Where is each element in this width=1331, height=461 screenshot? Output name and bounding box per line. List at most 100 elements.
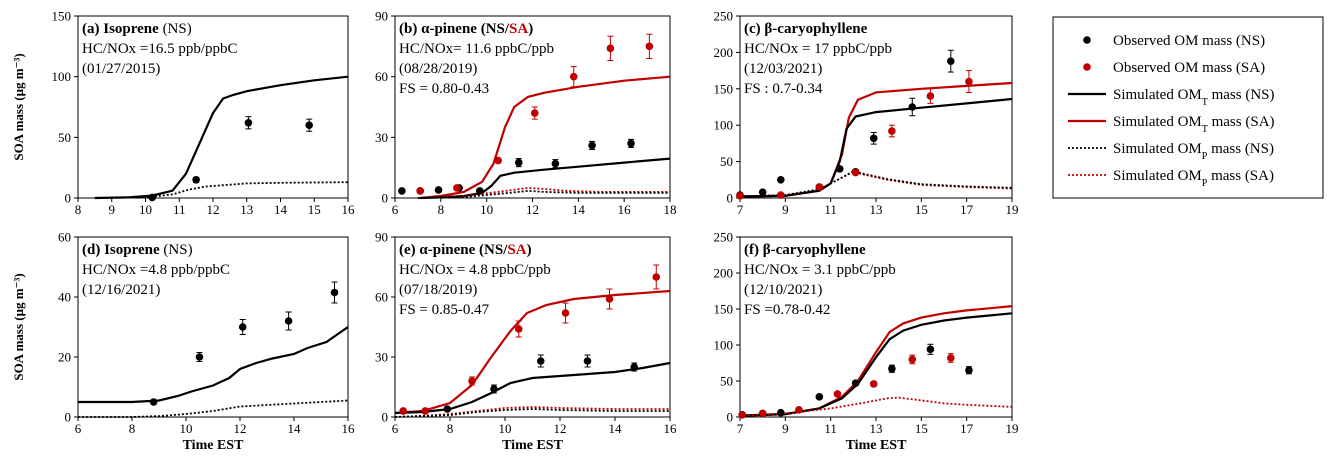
x-tick-label: 10 — [499, 421, 512, 436]
legend-label-main: Observed OM mass (SA) — [1113, 60, 1265, 76]
x-tick-label: 8 — [129, 421, 136, 436]
panel-title-part: (d) Isoprene — [82, 242, 160, 258]
observed-point — [399, 407, 408, 415]
x-tick-label: 16 — [618, 202, 632, 217]
observed-point — [777, 176, 785, 184]
panel-title-part: (b) α-pinene (NS/ — [399, 21, 510, 37]
observed-point — [908, 355, 917, 364]
simulated-total-line — [394, 361, 671, 415]
panel-annotation: FS : 0.7-0.34 — [744, 81, 823, 97]
observed-point — [926, 345, 935, 354]
observed-point — [627, 139, 635, 148]
x-tick-label: 17 — [960, 202, 974, 217]
legend-label-tail: mass (SA) — [1207, 168, 1274, 184]
x-tick-label: 10 — [180, 421, 193, 436]
x-tick-label: 6 — [75, 421, 82, 436]
panel-annotation: HC/NOx =16.5 ppb/ppbC — [82, 41, 238, 57]
simulated-particle-line — [78, 399, 349, 418]
observed-point — [758, 409, 767, 418]
simulated-total-line — [420, 75, 671, 200]
observed-point — [514, 158, 523, 167]
observed-point — [416, 187, 425, 195]
legend-label-sub: P — [1202, 178, 1208, 189]
observed-point — [443, 405, 452, 413]
simulated-total-line — [739, 312, 1013, 417]
legend-label-sub: P — [1202, 151, 1208, 162]
observed-point — [851, 379, 860, 387]
x-tick-label: 6 — [392, 202, 399, 217]
observed-point — [795, 406, 803, 414]
plot-frame — [739, 236, 1013, 418]
observed-point — [192, 176, 200, 184]
x-tick-label: 13 — [870, 202, 883, 217]
legend-label-sub: T — [1202, 124, 1208, 135]
x-tick-label: 14 — [572, 202, 586, 217]
legend-label: Simulated OMP mass (SA) — [1113, 168, 1274, 189]
simulated-particle-line — [739, 396, 1013, 417]
panel-annotation: (12/03/2021) — [744, 61, 822, 77]
x-axis-label: Time EST — [183, 438, 244, 453]
x-tick-label: 7 — [737, 421, 744, 436]
observed-point — [195, 353, 204, 361]
observed-point — [305, 121, 313, 129]
x-tick-label: 11 — [173, 202, 186, 217]
legend-label-main: Simulated OM — [1113, 114, 1202, 130]
x-tick-label: 14 — [288, 421, 302, 436]
y-axis-label: SOA mass (μg m⁻³) — [11, 273, 26, 380]
panel-title-part: ) — [527, 242, 532, 258]
y-tick-label: 0 — [382, 410, 389, 425]
observed-point — [583, 357, 592, 365]
y-tick-label: 30 — [375, 350, 388, 365]
plot-frame — [77, 15, 349, 199]
observed-point — [758, 188, 767, 196]
observed-point — [468, 377, 476, 385]
x-tick-label: 9 — [109, 202, 116, 217]
x-tick-label: 16 — [342, 421, 356, 436]
observed-point — [869, 134, 878, 143]
observed-point — [815, 183, 824, 191]
y-tick-label: 50 — [720, 374, 733, 389]
panel-annotation: HC/NOx = 3.1 ppbC/ppb — [744, 262, 896, 278]
y-tick-label: 50 — [720, 154, 733, 169]
observed-point — [777, 191, 785, 199]
panel-title: (c) β-caryophyllene — [744, 21, 868, 37]
panel-title-part: ) — [528, 21, 533, 37]
observed-point — [569, 72, 578, 81]
y-tick-label: 0 — [727, 410, 734, 425]
observed-point — [888, 127, 896, 135]
y-tick-label: 60 — [375, 69, 388, 84]
y-tick-label: 50 — [58, 130, 71, 145]
x-tick-label: 8 — [438, 202, 445, 217]
simulated-total-line — [739, 97, 1013, 198]
y-tick-label: 30 — [375, 130, 388, 145]
observed-point — [494, 156, 502, 165]
panel-annotation: HC/NOx =4.8 ppb/ppbC — [82, 262, 230, 278]
y-tick-label: 150 — [52, 9, 72, 24]
y-tick-label: 100 — [714, 338, 734, 353]
x-tick-label: 14 — [609, 421, 623, 436]
x-tick-label: 8 — [447, 421, 454, 436]
chart-panel: 8 9 10 11 12 13 14 15 16 0 50 100 150 SOA mass (μg m⁻… — [11, 9, 355, 218]
observed-point — [947, 354, 955, 362]
x-tick-label: 11 — [824, 202, 837, 217]
legend: Observed OM mass (NS) Observed OM mass (S… — [1052, 16, 1324, 199]
observed-point — [926, 92, 935, 100]
panel-annotation: FS = 0.80-0.43 — [399, 81, 489, 97]
y-tick-label: 40 — [58, 290, 71, 305]
y-tick-label: 20 — [58, 350, 71, 365]
legend-label-tail: mass (NS) — [1207, 141, 1274, 157]
legend-label: Simulated OMT mass (NS) — [1113, 87, 1275, 108]
panel-title-part: SA — [507, 242, 526, 258]
observed-point — [605, 295, 614, 303]
legend-marker — [1083, 63, 1091, 71]
panel-title-part: (e) α-pinene (NS/ — [399, 242, 508, 258]
y-tick-label: 0 — [727, 191, 734, 206]
observed-point — [736, 192, 744, 200]
observed-point — [908, 103, 917, 111]
chart-panel: 7 9 11 13 15 17 19 0 50 100 150 200 250 Time EST (f) β… — [714, 230, 1019, 454]
legend-frame — [1052, 16, 1324, 199]
x-axis-label: Time EST — [502, 438, 563, 453]
observed-point — [965, 366, 973, 375]
